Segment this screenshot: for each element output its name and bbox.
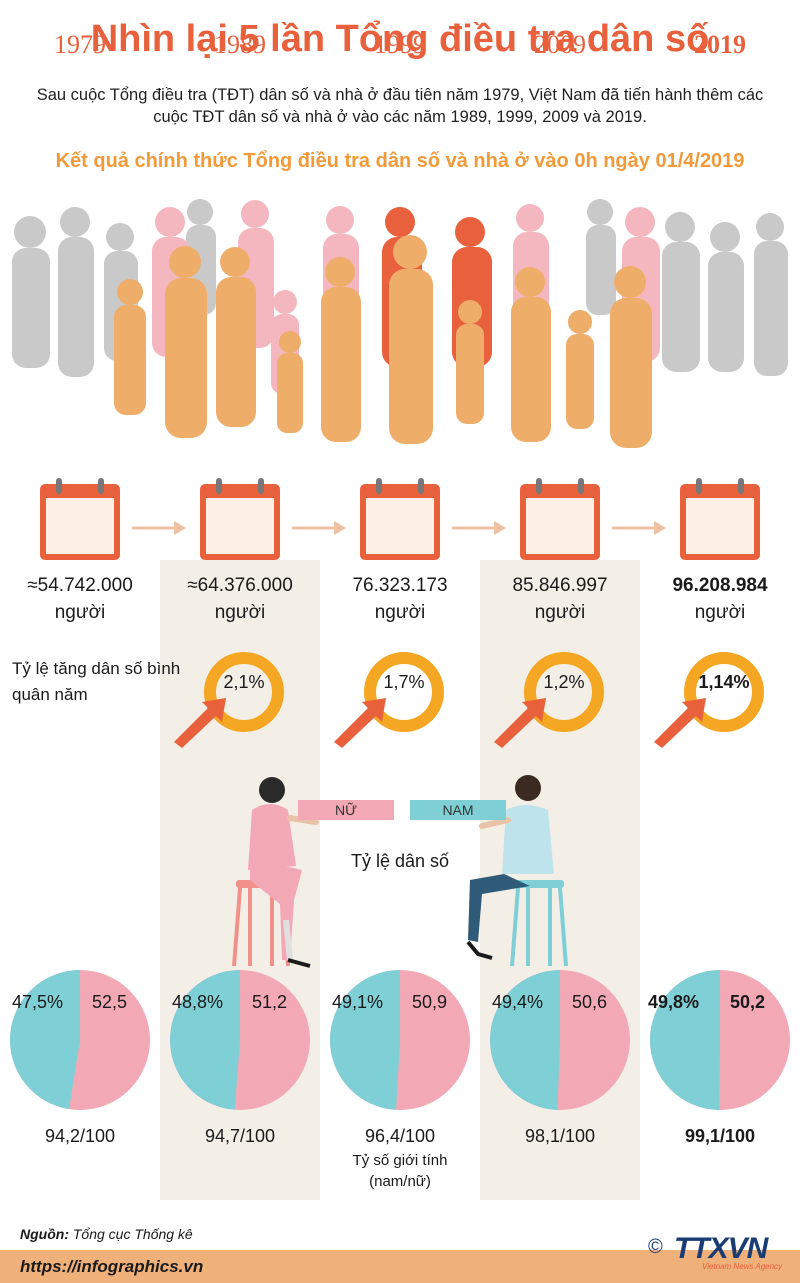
arrow-right-icon bbox=[612, 521, 666, 535]
intro-text: Sau cuộc Tổng điều tra (TĐT) dân số và n… bbox=[36, 86, 764, 126]
sex-ratio-1989: 94,7/100 bbox=[204, 1126, 276, 1146]
sex-pie-2019 bbox=[650, 970, 790, 1110]
growth-ring-icon bbox=[654, 652, 764, 748]
copyright-icon: © bbox=[648, 1236, 663, 1258]
calendar-icon bbox=[360, 478, 440, 560]
subtitle: Kết quả chính thức Tổng điều tra dân số … bbox=[55, 150, 745, 172]
page-title: Nhìn lại 5 lần Tổng điều tra dân số bbox=[90, 18, 710, 60]
growth-rate-1989: 2,1% bbox=[223, 672, 265, 692]
growth-rate-label: Tỷ lệ tăng dân số bình quân năm bbox=[12, 659, 181, 704]
sex-ratio-1979: 94,2/100 bbox=[44, 1126, 116, 1146]
growth-ring-icon bbox=[334, 652, 444, 748]
sex-pie-2009 bbox=[490, 970, 630, 1110]
female-percent: 50,2 bbox=[730, 992, 766, 1012]
pie-slice-male bbox=[650, 970, 720, 1110]
female-percent: 52,5 bbox=[92, 992, 128, 1012]
calendar-icon bbox=[680, 478, 760, 560]
calendar-icon bbox=[200, 478, 280, 560]
sex-ratio-note: Tỷ số giới tính (nam/nữ) bbox=[352, 1152, 448, 1190]
population-1989: ≈64.376.000 người bbox=[187, 575, 293, 623]
population-2019: 96.208.984 người bbox=[672, 575, 768, 623]
logo-text: TTXVN bbox=[674, 1232, 768, 1265]
sex-ratio-1999: 96,4/100 bbox=[364, 1126, 436, 1146]
female-percent: 51,2 bbox=[252, 992, 288, 1012]
sex-ratio-2019: 99,1/100 bbox=[684, 1126, 756, 1146]
growth-rate-1999: 1,7% bbox=[383, 672, 425, 692]
growth-rate-2009: 1,2% bbox=[543, 672, 585, 692]
population-1999: 76.323.173 người bbox=[352, 575, 448, 623]
growth-ring-icon bbox=[494, 652, 604, 748]
pie-slice-male bbox=[330, 970, 400, 1110]
growth-ring-icon bbox=[174, 652, 284, 748]
year-label: 1999 bbox=[374, 30, 426, 59]
population-1979: ≈54.742.000 người bbox=[27, 575, 133, 623]
source-label: Nguồn: bbox=[20, 1226, 69, 1242]
sex-ratio-2009: 98,1/100 bbox=[524, 1126, 596, 1146]
pie-slice-male bbox=[10, 970, 80, 1110]
pie-slice-male bbox=[170, 970, 240, 1110]
population-2009: 85.846.997 người bbox=[512, 575, 608, 623]
ratio-title: Tỷ lệ dân số bbox=[350, 851, 450, 871]
source-line: Nguồn: Tổng cục Thống kê bbox=[20, 1226, 193, 1242]
crowd-illustration bbox=[12, 199, 788, 448]
male-percent: 49,4% bbox=[492, 992, 544, 1012]
arrow-right-icon bbox=[132, 521, 186, 535]
growth-rate-2019: 1,14% bbox=[698, 672, 750, 692]
ttxvn-logo: © TTXVN Vietnam News Agency bbox=[648, 1232, 788, 1272]
calendar-icon bbox=[520, 478, 600, 560]
female-percent: 50,9 bbox=[412, 992, 448, 1012]
male-percent: 47,5% bbox=[12, 992, 64, 1012]
year-label: 2019 bbox=[694, 30, 746, 59]
year-label: 2009 bbox=[534, 30, 586, 59]
footer-link[interactable]: https://infographics.vn bbox=[20, 1257, 204, 1276]
female-tag: NỮ bbox=[298, 800, 394, 820]
sex-pie-1979 bbox=[10, 970, 150, 1110]
male-tag: NAM bbox=[410, 800, 506, 820]
arrow-right-icon bbox=[292, 521, 346, 535]
footer-bar: https://infographics.vn bbox=[0, 1250, 800, 1283]
male-percent: 49,8% bbox=[648, 992, 700, 1012]
logo-subtitle: Vietnam News Agency bbox=[702, 1262, 783, 1271]
source-text: Tổng cục Thống kê bbox=[72, 1226, 193, 1242]
male-percent: 49,1% bbox=[332, 992, 384, 1012]
male-percent: 48,8% bbox=[172, 992, 224, 1012]
year-label: 1979 bbox=[54, 30, 106, 59]
pie-slice-male bbox=[490, 970, 560, 1110]
calendar-icon bbox=[40, 478, 120, 560]
arrow-right-icon bbox=[452, 521, 506, 535]
couple-illustration bbox=[232, 775, 568, 968]
year-label: 1989 bbox=[214, 30, 266, 59]
female-percent: 50,6 bbox=[572, 992, 608, 1012]
sex-pie-1999 bbox=[330, 970, 470, 1110]
sex-pie-1989 bbox=[170, 970, 310, 1110]
